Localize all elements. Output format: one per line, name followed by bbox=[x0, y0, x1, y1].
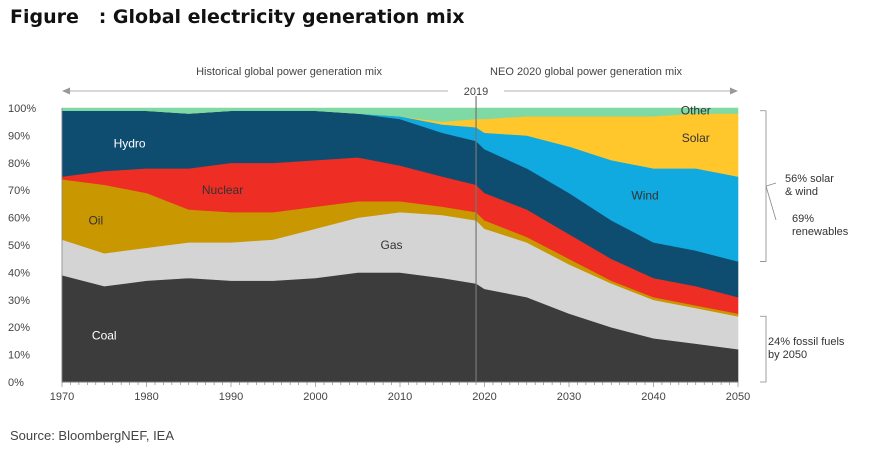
series-label-hydro: Hydro bbox=[114, 137, 146, 151]
series-label-wind: Wind bbox=[631, 189, 658, 203]
annotation-line: 56% solar bbox=[785, 173, 834, 185]
annotation-line: & wind bbox=[785, 186, 818, 198]
annotation-line: by 2050 bbox=[768, 349, 807, 361]
y-tick-label: 90% bbox=[8, 130, 30, 142]
series-label-nuclear: Nuclear bbox=[202, 183, 243, 197]
x-tick-label: 1980 bbox=[134, 391, 158, 403]
y-tick-label: 80% bbox=[8, 158, 30, 170]
y-tick-label: 50% bbox=[8, 240, 30, 252]
x-tick-label: 1970 bbox=[50, 391, 74, 403]
fossil-bracket bbox=[760, 315, 767, 383]
x-tick-label: 2040 bbox=[641, 391, 665, 403]
figure-title: Figure : Global electricity generation m… bbox=[10, 6, 465, 28]
divider-year-label: 2019 bbox=[464, 86, 488, 98]
y-tick-label: 40% bbox=[8, 267, 30, 279]
area-series-group bbox=[61, 107, 739, 383]
y-tick-label: 0% bbox=[8, 377, 24, 389]
annotation-line: 69% bbox=[792, 213, 814, 225]
x-tick-label: 2030 bbox=[557, 391, 581, 403]
y-tick-label: 60% bbox=[8, 213, 30, 225]
historical-label: Historical global power generation mix bbox=[196, 66, 382, 78]
series-label-other: Other bbox=[681, 104, 711, 118]
x-tick-label: 2050 bbox=[726, 391, 750, 403]
series-label-oil: Oil bbox=[88, 213, 103, 227]
x-tick-label: 2010 bbox=[388, 391, 412, 403]
series-label-coal: Coal bbox=[92, 328, 117, 342]
renewables-connector bbox=[765, 185, 777, 221]
y-tick-label: 100% bbox=[8, 103, 36, 115]
y-tick-label: 70% bbox=[8, 185, 30, 197]
x-axis: 1970 1980 1990 2000 2010 2020 2030 2040 2050 bbox=[50, 381, 750, 403]
renewables-annotation: 69% renewables bbox=[792, 213, 849, 238]
annotations: 56% solar & wind 69% renewables 24% fossil f… bbox=[760, 110, 849, 383]
x-tick-label: 1990 bbox=[219, 391, 243, 403]
series-labels: Coal Gas Oil Nuclear Hydro Wind Solar Other bbox=[88, 104, 710, 343]
x-tick-label: 2000 bbox=[303, 391, 327, 403]
period-header: Historical global power generation mix N… bbox=[62, 66, 738, 98]
annotation-line: 24% fossil fuels bbox=[768, 336, 845, 348]
solar-wind-bracket bbox=[760, 110, 767, 262]
series-label-solar: Solar bbox=[682, 131, 710, 145]
y-axis: 0% 10% 20% 30% 40% 50% 60% 70% 80% 90% 100% bbox=[8, 103, 36, 389]
forecast-label: NEO 2020 global power generation mix bbox=[490, 66, 683, 78]
area-other bbox=[61, 107, 739, 123]
y-tick-label: 20% bbox=[8, 322, 30, 334]
y-tick-label: 30% bbox=[8, 295, 30, 307]
left-arrowhead-icon bbox=[62, 87, 70, 95]
solar-wind-annotation: 56% solar & wind bbox=[785, 173, 834, 198]
right-arrowhead-icon bbox=[730, 87, 738, 95]
fossil-fuels-annotation: 24% fossil fuels by 2050 bbox=[768, 336, 845, 361]
figure-source: Source: BloombergNEF, IEA bbox=[10, 428, 175, 443]
annotation-line: renewables bbox=[792, 226, 849, 238]
x-tick-label: 2020 bbox=[472, 391, 496, 403]
solar-wind-connector bbox=[765, 182, 777, 187]
y-tick-label: 10% bbox=[8, 350, 30, 362]
series-label-gas: Gas bbox=[381, 238, 403, 252]
